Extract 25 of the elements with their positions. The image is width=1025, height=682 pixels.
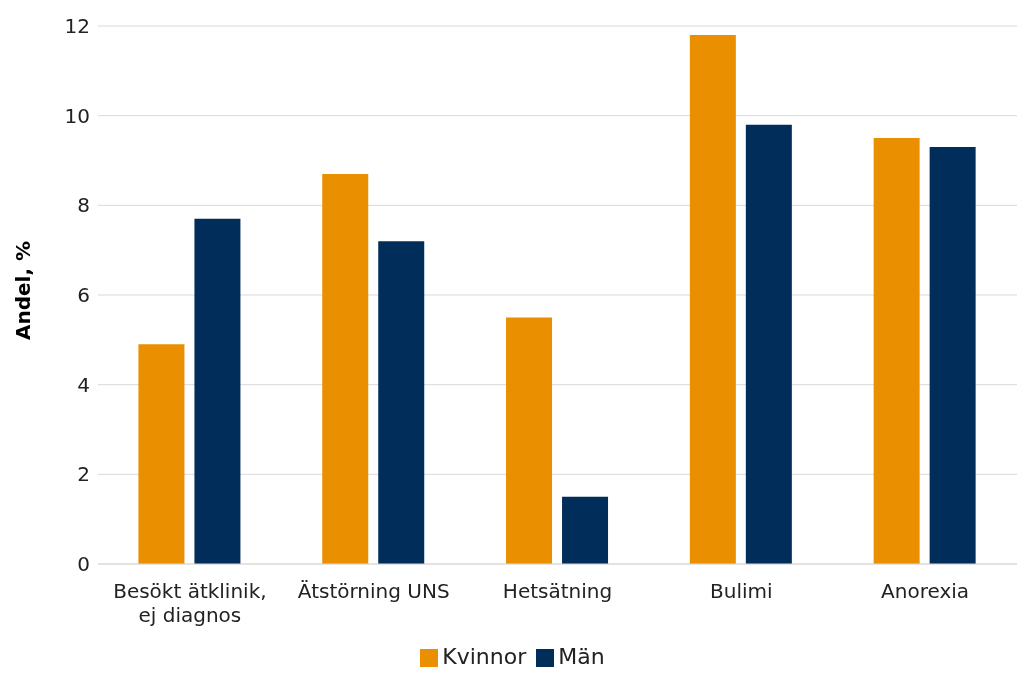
bar [873, 138, 920, 564]
bar [745, 124, 792, 564]
x-tick-label: Besökt ätklinik, ej diagnos [113, 579, 267, 627]
y-tick-label: 0 [77, 552, 90, 577]
y-tick-label: 12 [64, 14, 90, 39]
bar [194, 218, 241, 564]
bar [562, 496, 609, 564]
x-tick-label: Anorexia [881, 579, 970, 603]
y-axis-title: Andel, % [11, 240, 36, 340]
bar [929, 147, 976, 564]
bar [506, 317, 553, 564]
x-tick-label: Hetsätning [502, 579, 613, 603]
legend-label: Män [558, 644, 605, 669]
y-tick-label: 8 [77, 193, 90, 218]
y-tick-label: 10 [64, 103, 90, 128]
y-tick-label: 2 [77, 462, 90, 487]
y-tick-label: 6 [77, 283, 90, 308]
x-tick-label: Ätstörning UNS [297, 579, 450, 603]
bar [322, 173, 369, 564]
x-tick-label: Bulimi [710, 579, 773, 603]
bar [689, 34, 736, 564]
bar [378, 241, 425, 564]
bar [138, 344, 185, 564]
legend-label: Kvinnor [442, 644, 527, 669]
y-tick-label: 4 [77, 372, 90, 397]
